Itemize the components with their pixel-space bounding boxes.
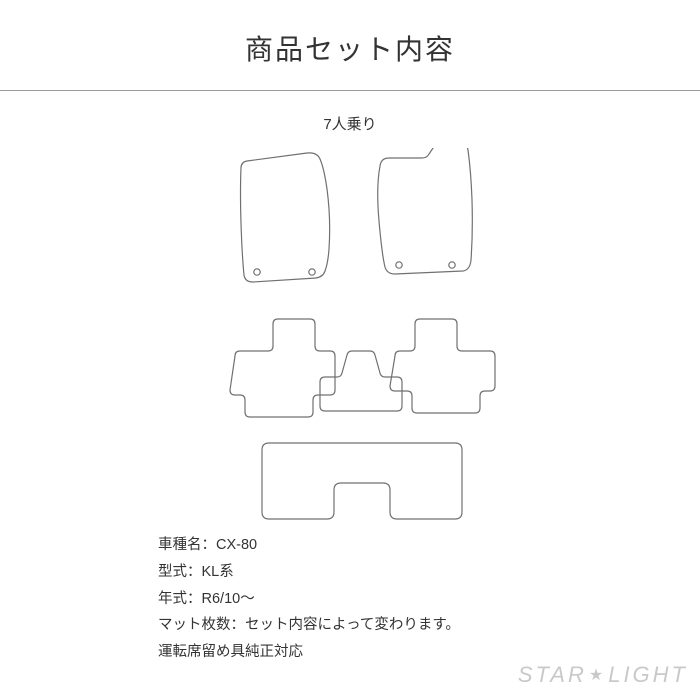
mat-layout-diagram <box>0 148 700 528</box>
spec-model: 車種名：CX-80 <box>158 532 460 559</box>
page-title: 商品セット内容 <box>0 28 700 68</box>
spec-year: 年式：R6/10～ <box>158 586 460 613</box>
spec-type: 型式：KL系 <box>158 559 460 586</box>
title-block: 商品セット内容 <box>0 0 700 91</box>
logo-right: LIGHT <box>608 662 688 687</box>
spec-count: マット枚数：セット内容によって変わります。 <box>158 612 460 639</box>
logo-left: STAR <box>518 662 587 687</box>
subtitle: 7人乗り <box>0 113 700 134</box>
spec-note: 運転席留め具純正対応 <box>158 639 460 666</box>
star-icon: ★ <box>587 667 608 684</box>
brand-logo: STAR★LIGHT <box>518 662 688 688</box>
spec-list: 車種名：CX-80 型式：KL系 年式：R6/10～ マット枚数：セット内容によ… <box>158 532 460 666</box>
